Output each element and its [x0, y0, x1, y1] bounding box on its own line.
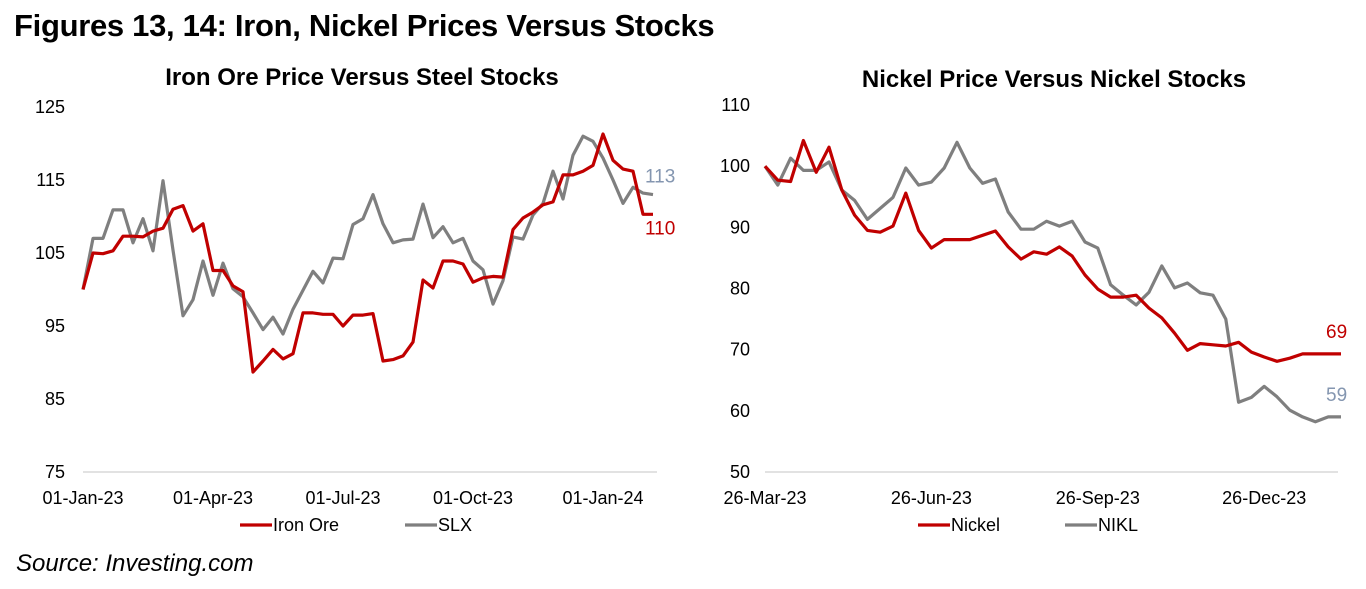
series-line-iron-ore [81, 132, 653, 374]
end-value-label: 113 [645, 167, 675, 188]
y-tick-label: 125 [35, 97, 65, 117]
y-tick-label: 105 [35, 243, 65, 263]
y-tick-label: 75 [45, 462, 65, 482]
y-tick-label: 70 [730, 340, 750, 360]
end-value-label: 59 [1326, 385, 1347, 406]
x-tick-label: 01-Jul-23 [305, 488, 380, 508]
figure-title: Figures 13, 14: Iron, Nickel Prices Vers… [14, 8, 715, 43]
legend-label: Iron Ore [273, 515, 339, 535]
legend-label: Nickel [951, 515, 1000, 535]
y-tick-label: 100 [720, 156, 750, 176]
y-tick-label: 110 [721, 95, 750, 115]
x-tick-label: 26-Jun-23 [891, 488, 972, 508]
legend-label: SLX [438, 515, 472, 535]
end-value-label: 69 [1326, 322, 1347, 343]
y-tick-label: 50 [730, 462, 750, 482]
y-tick-label: 80 [730, 279, 750, 299]
y-tick-label: 115 [36, 170, 65, 190]
y-tick-label: 95 [45, 316, 65, 336]
x-tick-label: 01-Oct-23 [433, 488, 513, 508]
series-line-nikl [763, 140, 1341, 424]
series-line-slx [81, 134, 654, 336]
x-tick-label: 01-Apr-23 [173, 488, 253, 508]
x-tick-label: 01-Jan-24 [562, 488, 643, 508]
y-tick-label: 90 [730, 217, 750, 237]
nickel-chart: Nickel Price Versus Nickel Stocks 110 100… [720, 66, 1347, 535]
x-tick-label: 26-Sep-23 [1056, 488, 1140, 508]
chart-title: Iron Ore Price Versus Steel Stocks [165, 64, 559, 91]
x-tick-label: 01-Jan-23 [42, 488, 123, 508]
y-tick-label: 60 [730, 401, 750, 421]
source-note: Source: Investing.com [16, 550, 254, 577]
chart-title: Nickel Price Versus Nickel Stocks [862, 66, 1246, 93]
series-line-nickel [763, 138, 1341, 363]
legend-label: NIKL [1098, 515, 1138, 535]
x-tick-label: 26-Dec-23 [1222, 488, 1306, 508]
end-value-label: 110 [645, 218, 675, 239]
y-tick-label: 85 [45, 389, 65, 409]
iron-ore-chart: Iron Ore Price Versus Steel Stocks 125 11… [35, 64, 675, 535]
x-tick-label: 26-Mar-23 [723, 488, 806, 508]
